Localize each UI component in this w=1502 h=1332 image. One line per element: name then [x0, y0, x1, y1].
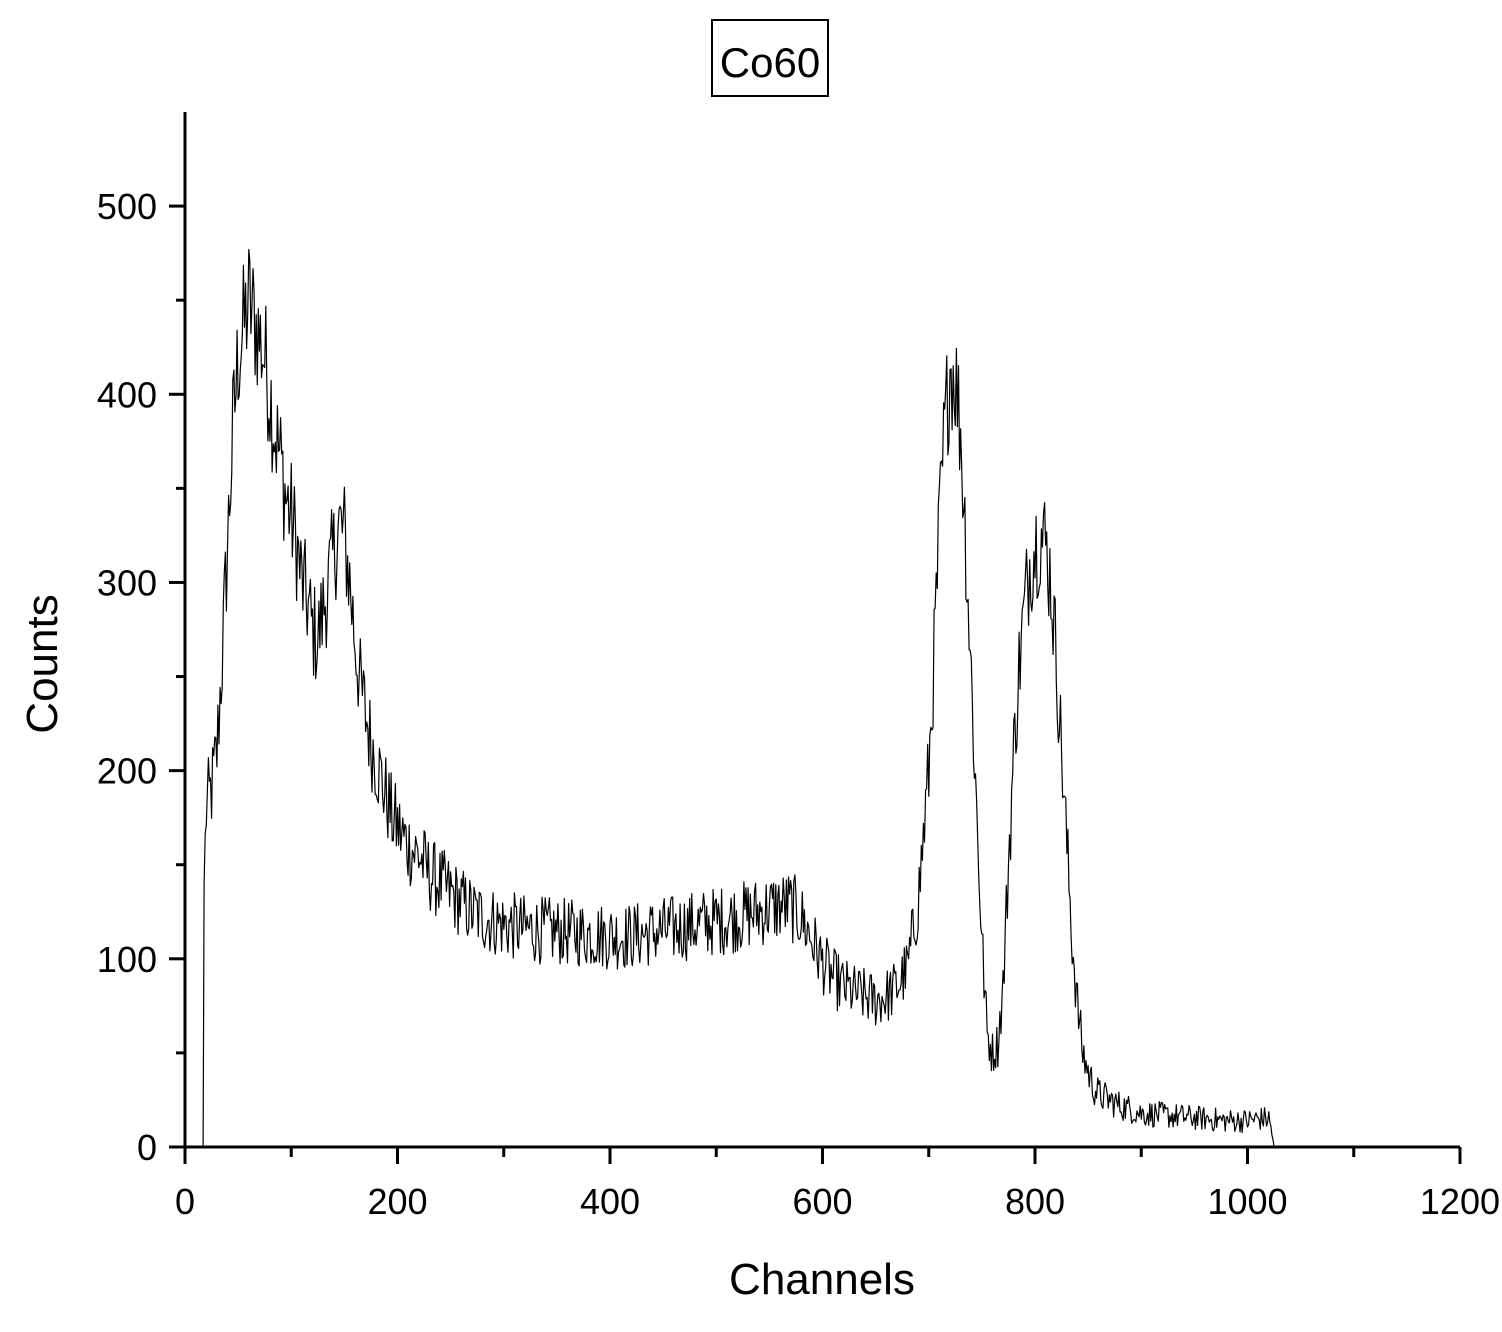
x-tick-label: 1200 [1420, 1181, 1500, 1222]
x-tick-label: 0 [175, 1181, 195, 1222]
chart-title-box [711, 19, 829, 97]
x-tick-label: 400 [580, 1181, 640, 1222]
y-tick-label: 100 [97, 939, 157, 980]
x-tick-label: 1000 [1207, 1181, 1287, 1222]
plot-area [202, 248, 1275, 1148]
y-tick-label: 200 [97, 751, 157, 792]
y-tick-label: 0 [137, 1127, 157, 1168]
y-axis: 0 100 200 300 400 500 [97, 112, 187, 1168]
y-tick-label: 500 [97, 186, 157, 227]
y-axis-title: Counts [18, 594, 67, 733]
x-axis-title: Channels [729, 1255, 915, 1304]
y-tick-label: 300 [97, 562, 157, 603]
x-tick-label: 800 [1005, 1181, 1065, 1222]
x-axis: 0 200 400 600 800 1000 1200 [175, 1145, 1500, 1222]
y-tick-label: 400 [97, 374, 157, 415]
x-tick-label: 200 [367, 1181, 427, 1222]
chart-title: Co60 [720, 39, 820, 86]
spectrum-series-line [202, 248, 1275, 1148]
chart-title-group: Co60 [711, 19, 829, 97]
x-tick-label: 600 [792, 1181, 852, 1222]
